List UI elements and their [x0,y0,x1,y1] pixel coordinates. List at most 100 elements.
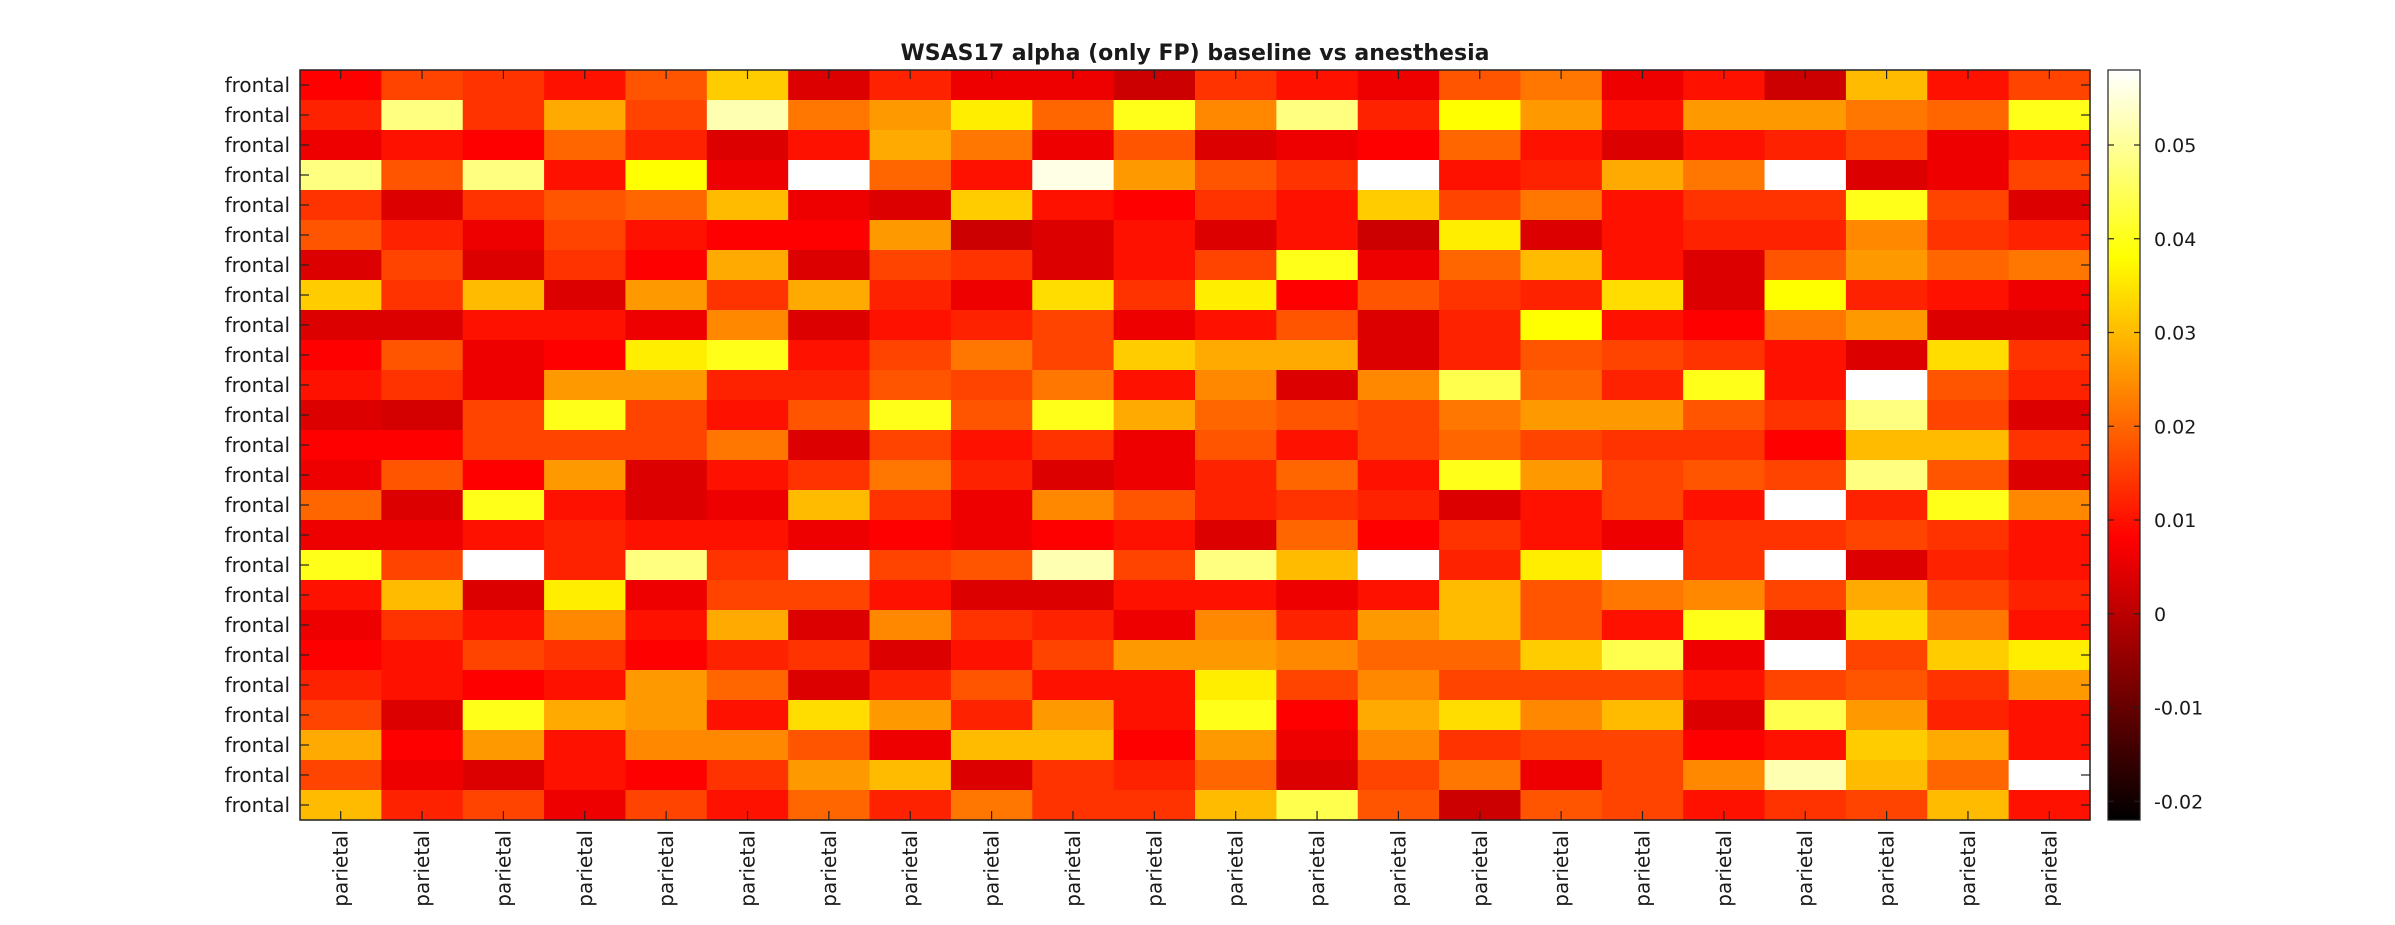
heatmap-cell-r17-c9 [1032,580,1115,611]
heatmap-cell-r4-c6 [788,190,871,221]
heatmap-cell-r15-c19 [1845,520,1928,551]
heatmap-cell-r3-c6 [788,160,871,191]
heatmap-cell-r17-c15 [1520,580,1603,611]
row-label: frontal [225,523,290,547]
heatmap-cell-r21-c19 [1845,700,1928,731]
heatmap-cell-r11-c1 [381,400,464,431]
row-label: frontal [225,103,290,127]
heatmap-cell-r7-c13 [1357,280,1440,311]
heatmap-cell-r12-c19 [1845,430,1928,461]
heatmap-cell-r16-c12 [1276,550,1359,581]
heatmap-cell-r1-c4 [625,100,708,131]
column-label: parietal [898,830,922,907]
heatmap-cell-r5-c9 [1032,220,1115,251]
heatmap-cell-r5-c7 [869,220,952,251]
heatmap-cell-r7-c0 [300,280,382,311]
heatmap-cell-r14-c10 [1113,490,1196,521]
heatmap-cell-r18-c12 [1276,610,1359,641]
column-label: parietal [1305,830,1329,907]
heatmap-cell-r21-c5 [706,700,789,731]
heatmap-cell-r5-c2 [462,220,545,251]
heatmap-cell-r11-c19 [1845,400,1928,431]
heatmap-cell-r8-c9 [1032,310,1115,341]
heatmap-cell-r18-c11 [1195,610,1277,641]
column-label: parietal [1468,830,1492,907]
heatmap-cell-r12-c7 [869,430,952,461]
heatmap-cell-r17-c4 [625,580,708,611]
heatmap-cell-r18-c0 [300,610,382,641]
heatmap-cell-r2-c20 [1927,130,2010,161]
heatmap-cell-r8-c18 [1764,310,1847,341]
heatmap-cell-r23-c9 [1032,760,1115,791]
heatmap-cell-r11-c4 [625,400,708,431]
heatmap-cell-r21-c3 [544,700,627,731]
heatmap-cell-r23-c3 [544,760,627,791]
heatmap-cell-r14-c18 [1764,490,1847,521]
heatmap-cell-r1-c17 [1683,100,1766,131]
heatmap-cell-r22-c12 [1276,730,1359,761]
heatmap-cell-r11-c8 [950,400,1033,431]
heatmap-cell-r12-c3 [544,430,627,461]
heatmap-cell-r16-c9 [1032,550,1115,581]
heatmap-cell-r9-c2 [462,340,545,371]
heatmap-cell-r10-c16 [1601,370,1684,401]
heatmap-cell-r10-c7 [869,370,952,401]
heatmap-cell-r3-c10 [1113,160,1196,191]
heatmap-cell-r9-c13 [1357,340,1440,371]
heatmap-cell-r6-c20 [1927,250,2010,281]
heatmap-cell-r21-c17 [1683,700,1766,731]
heatmap-cell-r14-c19 [1845,490,1928,521]
heatmap-cell-r21-c12 [1276,700,1359,731]
heatmap-cell-r2-c7 [869,130,952,161]
heatmap-cell-r12-c1 [381,430,464,461]
heatmap-cell-r11-c21 [2008,400,2091,431]
heatmap-cell-r17-c21 [2008,580,2091,611]
heatmap-cell-r4-c14 [1439,190,1522,221]
heatmap-cell-r11-c16 [1601,400,1684,431]
heatmap-cell-r6-c11 [1195,250,1277,281]
heatmap-cell-r22-c11 [1195,730,1277,761]
heatmap-cell-r5-c11 [1195,220,1277,251]
heatmap-cell-r13-c7 [869,460,952,491]
heatmap-cell-r7-c20 [1927,280,2010,311]
heatmap-cell-r8-c16 [1601,310,1684,341]
heatmap-cell-r8-c14 [1439,310,1522,341]
heatmap-cell-r13-c2 [462,460,545,491]
heatmap-cell-r16-c20 [1927,550,2010,581]
heatmap-cell-r6-c18 [1764,250,1847,281]
heatmap-cell-r22-c7 [869,730,952,761]
heatmap-cell-r4-c9 [1032,190,1115,221]
heatmap-cell-r10-c10 [1113,370,1196,401]
heatmap-cell-r1-c15 [1520,100,1603,131]
heatmap-cell-r3-c1 [381,160,464,191]
plot-frame [299,69,2091,821]
heatmap-cell-r6-c15 [1520,250,1603,281]
colorbar: -0.02 -0.01 0 0.01 0.02 0.03 0.04 0.05 [2107,69,2203,821]
heatmap-cell-r4-c17 [1683,190,1766,221]
heatmap-cell-r21-c14 [1439,700,1522,731]
heatmap-cell-r10-c8 [950,370,1033,401]
heatmap-cell-r18-c19 [1845,610,1928,641]
heatmap-cell-r1-c8 [950,100,1033,131]
heatmap-cell-r15-c10 [1113,520,1196,551]
heatmap-cell-r21-c13 [1357,700,1440,731]
colorbar-tick-label: 0.03 [2154,323,2196,345]
heatmap-cell-r2-c12 [1276,130,1359,161]
heatmap-cell-r8-c17 [1683,310,1766,341]
heatmap-cell-r17-c2 [462,580,545,611]
heatmap-cell-r13-c10 [1113,460,1196,491]
heatmap-cell-r19-c8 [950,640,1033,671]
colorbar-tick-label: -0.02 [2154,791,2203,813]
heatmap-cell-r8-c1 [381,310,464,341]
heatmap-cell-r13-c9 [1032,460,1115,491]
heatmap-cell-r14-c11 [1195,490,1277,521]
heatmap-cell-r8-c8 [950,310,1033,341]
heatmap-cell-r20-c19 [1845,670,1928,701]
heatmap-cell-r10-c20 [1927,370,2010,401]
column-label: parietal [491,830,515,907]
row-label: frontal [225,703,290,727]
heatmap-cell-r17-c3 [544,580,627,611]
heatmap-cell-r14-c0 [300,490,382,521]
heatmap-cell-r17-c0 [300,580,382,611]
heatmap-cell-r14-c7 [869,490,952,521]
